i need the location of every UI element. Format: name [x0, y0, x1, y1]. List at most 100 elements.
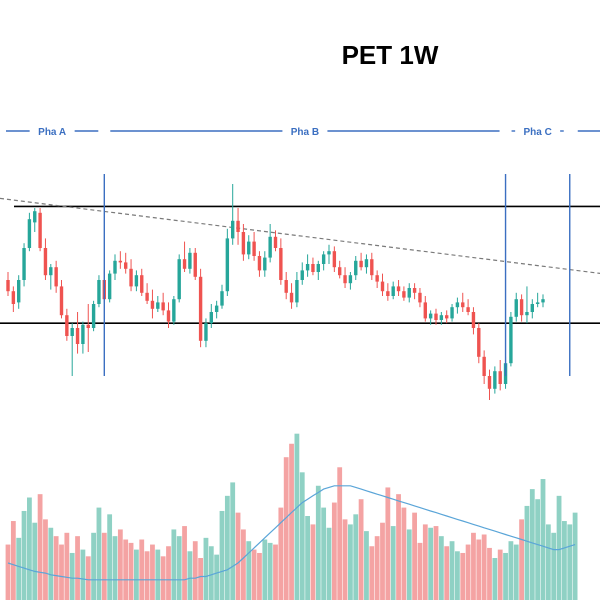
candle-body [118, 260, 123, 263]
candle-body [434, 313, 438, 320]
volume-bar [123, 539, 129, 600]
candle-body [509, 316, 513, 364]
volume-bar [101, 532, 107, 600]
candle-body [129, 268, 133, 287]
volume-bar [342, 519, 348, 600]
volume-bar [273, 544, 278, 600]
candle-body [22, 248, 26, 280]
candle-body [375, 275, 379, 282]
volume-bar [348, 524, 353, 600]
volume-bar [497, 549, 503, 600]
volume-bar [43, 519, 48, 600]
candle-body [166, 310, 171, 322]
volume-bar [214, 554, 220, 600]
candle-body [461, 302, 465, 308]
volume-bar [337, 467, 343, 600]
candle-body [193, 252, 197, 277]
candle-body [530, 304, 534, 312]
volume-bar [182, 526, 187, 600]
volume-bar [428, 527, 434, 600]
volume-bar [139, 539, 145, 600]
candle-body [343, 275, 347, 284]
candle-body [289, 292, 294, 303]
volume-bar [176, 536, 182, 600]
candle-body [86, 324, 90, 328]
volume-bar [69, 552, 75, 600]
candle-body [97, 280, 101, 304]
volume-bar [460, 552, 466, 600]
candle-body [236, 220, 240, 232]
volume-bar [513, 544, 519, 600]
candle-body [311, 264, 315, 272]
candle-body [49, 267, 53, 276]
candle-body [188, 252, 192, 269]
volume-ma-line [7, 485, 576, 581]
candle-body [391, 286, 395, 296]
volume-bar [551, 532, 557, 600]
phases-layer: Pha A Pha B Pha C [6, 127, 600, 376]
volume-bar [16, 537, 22, 600]
candle-body [172, 299, 176, 322]
candle-body [54, 267, 58, 287]
candle-body [33, 211, 37, 223]
candle-body [439, 315, 444, 320]
phase-label: Pha C [523, 127, 551, 138]
candle-body [396, 286, 401, 292]
volume-bar [80, 549, 86, 600]
volume-bar [166, 546, 171, 600]
volume-bar [246, 541, 252, 600]
chart-title: PET 1W [341, 40, 439, 70]
volume-bar [257, 552, 262, 600]
candle-body [482, 356, 486, 376]
candle-body [412, 288, 417, 293]
volume-bar [53, 536, 59, 600]
candle-body [252, 241, 256, 256]
volume-bar [390, 526, 396, 600]
candle-body [231, 220, 235, 239]
volume-bar [85, 556, 91, 600]
volume-bar [21, 510, 27, 600]
candle-body [487, 376, 492, 389]
candle-body [471, 312, 476, 328]
volume-bar [283, 457, 289, 600]
candle-body [81, 324, 85, 344]
volume-bar [433, 526, 439, 600]
candle-body [305, 264, 310, 271]
volume-bar [476, 539, 482, 600]
volume-bar [331, 502, 337, 600]
candle-body [17, 280, 21, 303]
candle-body [273, 236, 278, 248]
volume-bar [198, 558, 203, 600]
volume-bar [369, 546, 375, 600]
candle-body [466, 307, 470, 312]
volume-bar [455, 551, 460, 600]
volume-bar [262, 539, 268, 600]
candle-body [327, 251, 331, 255]
candle-body [514, 299, 518, 317]
volume-bar [385, 487, 391, 600]
volume-bar [235, 512, 241, 600]
candle-body [70, 328, 74, 336]
candle-body [316, 264, 320, 272]
volume-bar [519, 519, 524, 600]
candle-body [161, 302, 165, 311]
levels-layer [0, 197, 600, 325]
candle-body [338, 267, 342, 276]
volume-bar [529, 489, 535, 600]
candle-body [107, 273, 112, 300]
volume-bar [224, 495, 230, 600]
volume-bar [401, 507, 407, 600]
candle-body [214, 305, 219, 312]
volume-bar [305, 516, 310, 600]
volume-bar [64, 532, 70, 600]
volume-bar [492, 558, 498, 600]
candle-body [300, 270, 304, 280]
volume-bar [326, 527, 332, 600]
volume-bar [278, 507, 284, 600]
candle-body [295, 280, 299, 303]
candle-body [91, 304, 96, 328]
volume-bar [364, 531, 369, 600]
volume-bar [171, 529, 177, 600]
volume-bar [422, 524, 428, 600]
